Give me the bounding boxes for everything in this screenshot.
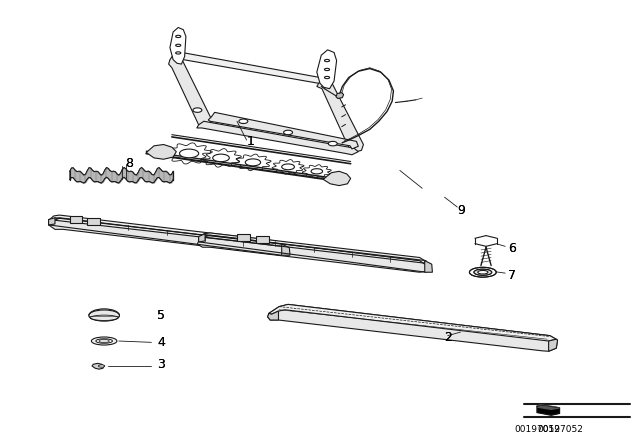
Ellipse shape bbox=[324, 77, 330, 79]
Polygon shape bbox=[49, 215, 282, 248]
Text: 2: 2 bbox=[445, 332, 452, 345]
Polygon shape bbox=[170, 27, 186, 64]
Polygon shape bbox=[198, 233, 425, 264]
Ellipse shape bbox=[175, 52, 180, 54]
Polygon shape bbox=[425, 261, 433, 272]
Text: 4: 4 bbox=[157, 336, 165, 349]
Polygon shape bbox=[147, 145, 176, 159]
Polygon shape bbox=[268, 304, 557, 351]
Ellipse shape bbox=[96, 339, 113, 343]
Polygon shape bbox=[198, 234, 205, 242]
Text: 8: 8 bbox=[125, 157, 133, 170]
Polygon shape bbox=[537, 405, 559, 415]
Text: 7: 7 bbox=[508, 269, 516, 282]
Polygon shape bbox=[196, 121, 358, 155]
Ellipse shape bbox=[99, 365, 105, 367]
Polygon shape bbox=[317, 78, 364, 152]
Ellipse shape bbox=[477, 271, 488, 274]
Polygon shape bbox=[336, 93, 344, 99]
Ellipse shape bbox=[284, 130, 292, 135]
Polygon shape bbox=[49, 218, 55, 225]
Ellipse shape bbox=[175, 44, 180, 47]
Ellipse shape bbox=[175, 35, 180, 38]
Text: 9: 9 bbox=[458, 204, 465, 217]
Ellipse shape bbox=[311, 169, 323, 174]
Polygon shape bbox=[49, 218, 291, 255]
Polygon shape bbox=[282, 244, 290, 255]
Polygon shape bbox=[323, 171, 351, 185]
Text: 00197052: 00197052 bbox=[514, 425, 560, 434]
Text: 2: 2 bbox=[445, 332, 452, 345]
Text: 8: 8 bbox=[125, 157, 133, 170]
Text: 6: 6 bbox=[508, 242, 516, 255]
Polygon shape bbox=[256, 236, 269, 243]
Polygon shape bbox=[169, 55, 211, 127]
Ellipse shape bbox=[99, 340, 109, 343]
Polygon shape bbox=[548, 339, 557, 351]
Text: 3: 3 bbox=[157, 358, 165, 371]
Ellipse shape bbox=[324, 60, 330, 62]
Ellipse shape bbox=[89, 310, 120, 321]
Text: 3: 3 bbox=[157, 358, 165, 371]
Polygon shape bbox=[208, 112, 358, 149]
Polygon shape bbox=[173, 52, 330, 86]
Ellipse shape bbox=[282, 164, 294, 170]
Ellipse shape bbox=[324, 69, 330, 71]
Text: 5: 5 bbox=[157, 309, 165, 322]
Text: 00197052: 00197052 bbox=[537, 425, 583, 434]
Polygon shape bbox=[70, 216, 83, 223]
Polygon shape bbox=[537, 405, 559, 409]
Polygon shape bbox=[269, 304, 556, 341]
Ellipse shape bbox=[239, 119, 248, 124]
Polygon shape bbox=[92, 363, 104, 369]
Ellipse shape bbox=[179, 149, 198, 158]
Text: 1: 1 bbox=[246, 135, 255, 148]
Polygon shape bbox=[237, 234, 250, 241]
Text: 6: 6 bbox=[508, 242, 516, 255]
Text: 9: 9 bbox=[458, 204, 465, 217]
Ellipse shape bbox=[193, 108, 202, 112]
Text: 5: 5 bbox=[157, 309, 165, 322]
Polygon shape bbox=[197, 235, 429, 272]
Ellipse shape bbox=[212, 154, 229, 162]
Polygon shape bbox=[87, 218, 100, 225]
Ellipse shape bbox=[328, 142, 337, 146]
Text: 1: 1 bbox=[246, 135, 255, 148]
Text: 4: 4 bbox=[157, 336, 165, 349]
Ellipse shape bbox=[245, 159, 260, 166]
Polygon shape bbox=[317, 50, 337, 89]
Ellipse shape bbox=[474, 269, 492, 276]
Ellipse shape bbox=[92, 337, 117, 345]
Text: 7: 7 bbox=[508, 269, 516, 282]
Polygon shape bbox=[268, 311, 278, 320]
Ellipse shape bbox=[469, 267, 496, 277]
